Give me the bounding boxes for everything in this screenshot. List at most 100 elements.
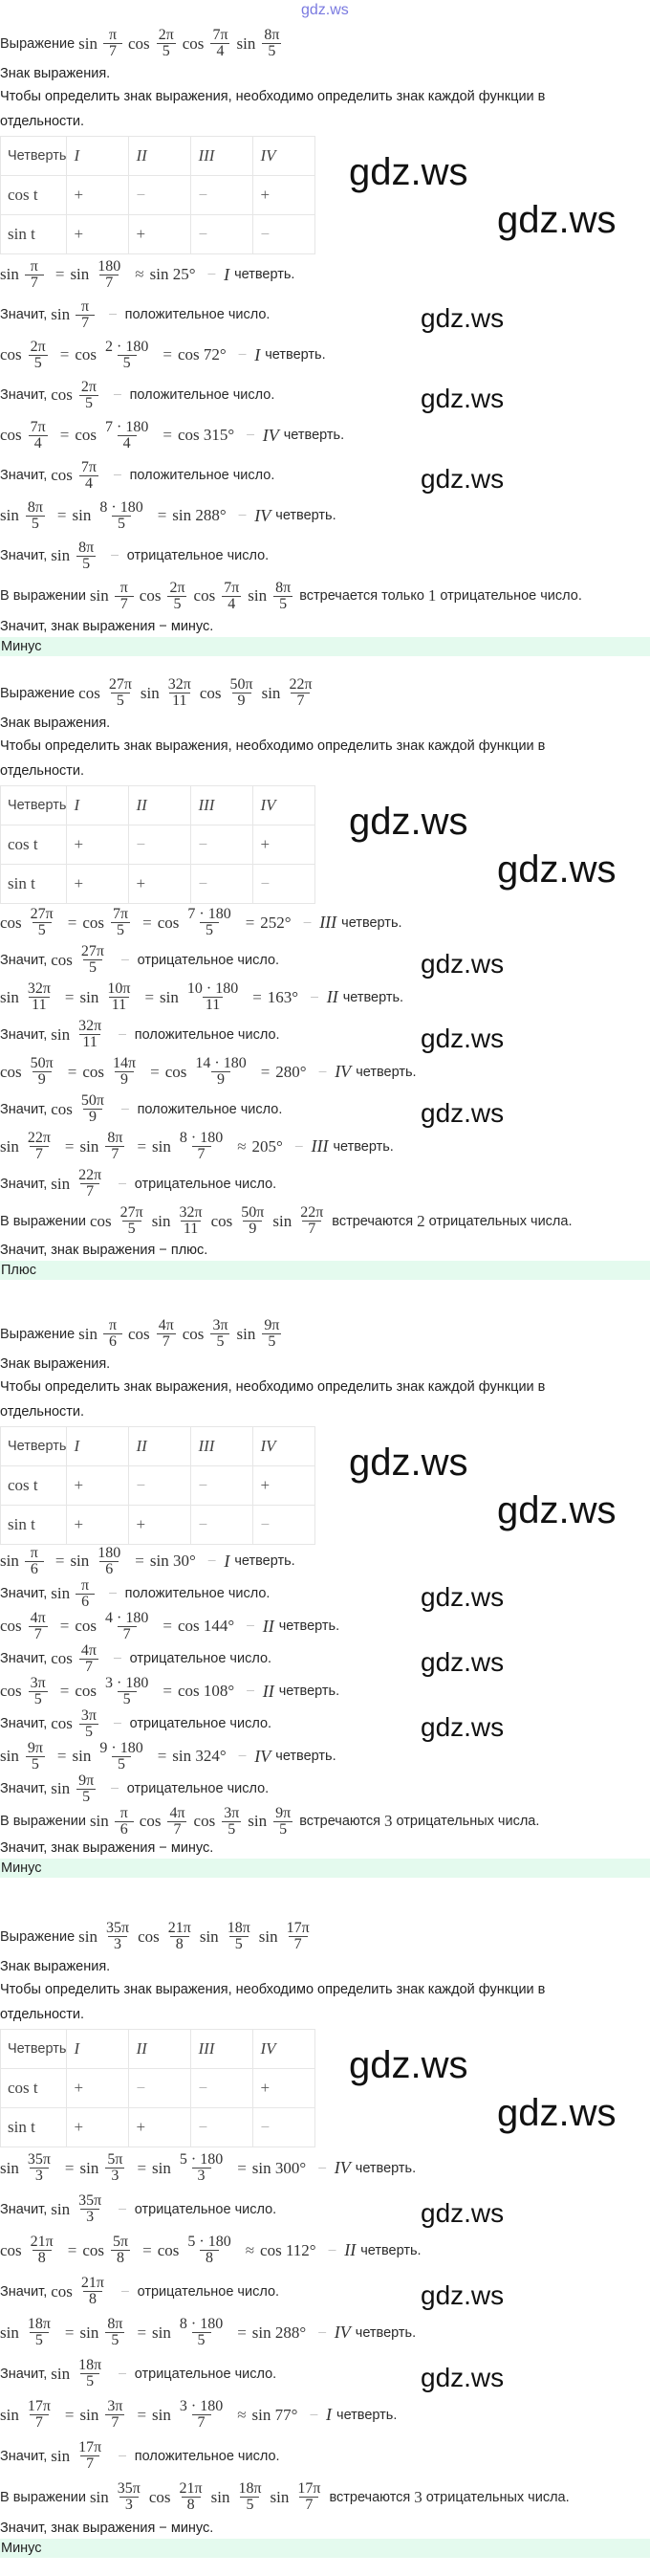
expression-header: Выражение sin 35π 3 cos 21π 8 sin 18π 5 sin 17π 7 — [0, 1917, 650, 1956]
answer-bar: Минус — [0, 1859, 650, 1878]
numerator: 9 · 180 — [99, 1739, 143, 1756]
denominator: 9 — [231, 693, 251, 709]
math-term: sin — [51, 1584, 71, 1602]
numerator: 7π — [30, 418, 46, 435]
sign-cell: − — [128, 1465, 192, 1506]
text: отрицательное число. — [129, 1651, 272, 1666]
denominator: 3 — [108, 1936, 128, 1952]
fraction: 27π 5 — [28, 907, 56, 938]
denominator: 5 — [228, 1936, 249, 1952]
denominator: 7 — [291, 693, 311, 709]
math-operator: = — [137, 2158, 147, 2177]
numerator: 18π — [78, 2357, 102, 2373]
numerator: 8π — [78, 539, 95, 556]
math-term: cos — [51, 950, 73, 969]
numerator: 21π — [179, 2480, 203, 2497]
function-name: cos t — [0, 175, 68, 215]
math-operator: = — [162, 426, 172, 444]
sign-cell: − — [128, 175, 192, 215]
column-header-quadrant: II — [128, 2029, 192, 2069]
sign-cell: − — [128, 2068, 192, 2108]
dash: − — [108, 1584, 118, 1602]
fraction: 5 · 180 8 — [184, 2235, 233, 2266]
dash: − — [246, 1682, 255, 1700]
math-operator: = — [64, 2158, 75, 2177]
numerator: π — [119, 579, 128, 596]
math-term: cos 108° — [177, 1682, 235, 1700]
numerator: 3 · 180 — [105, 1674, 149, 1691]
fraction: 3 · 180 7 — [177, 2399, 226, 2431]
numerator: 7π — [113, 906, 129, 922]
fraction: 32π 11 — [177, 1205, 206, 1237]
fraction: 2 · 180 5 — [102, 339, 151, 371]
fraction: 5 · 180 3 — [177, 2152, 226, 2184]
denominator: 5 — [262, 43, 282, 59]
math-term: cos — [75, 426, 98, 444]
numerator: 35π — [78, 2192, 102, 2209]
math-term: 205° — [251, 1136, 283, 1156]
math-term: cos — [210, 1211, 233, 1230]
quadrant-numeral: I — [224, 1551, 230, 1571]
numerator: 2π — [158, 27, 174, 43]
text: отрицательное число. — [440, 588, 582, 604]
quadrant-numeral: IV — [334, 2323, 351, 2342]
fraction: 17π 7 — [294, 2481, 323, 2513]
column-header-quadrant: IV — [252, 1426, 316, 1466]
text: положительное число. — [129, 468, 275, 483]
function-name: sin t — [0, 2107, 68, 2147]
quadrant-sign-table: Четверть I II III IV cos t + − − + sin t + + − − — [0, 1426, 316, 1545]
quadrant-numeral: IV — [335, 1062, 352, 1081]
math-term: cos — [75, 1682, 98, 1700]
quadrant-numeral: II — [262, 1616, 274, 1636]
denominator: 7 — [103, 43, 123, 59]
math-term: sin — [236, 1324, 256, 1343]
denominator: 7 — [167, 1820, 187, 1838]
math-term: cos — [0, 1062, 22, 1081]
fraction: 21π 8 — [177, 2481, 206, 2513]
denominator: 9 — [32, 1071, 52, 1088]
math-term: sin — [248, 586, 268, 605]
math-term: sin — [79, 2323, 99, 2342]
fraction: 22π 7 — [286, 677, 314, 709]
sign-cell: + — [66, 1465, 130, 1506]
answer-bar: Минус — [0, 2539, 650, 2558]
text: четверть. — [333, 1138, 394, 1155]
solution-step: Значит, sin 35π 3− отрицательное число. — [0, 2189, 650, 2230]
numerator: 32π — [179, 1204, 203, 1221]
denominator: 6 — [76, 1593, 96, 1610]
text: четверть. — [275, 1749, 336, 1764]
denominator: 7 — [29, 2414, 49, 2431]
fraction: 3π 7 — [104, 2399, 125, 2431]
dash: − — [206, 265, 217, 283]
fraction: 17π 7 — [284, 1921, 313, 1952]
denominator: 9 — [115, 1071, 135, 1088]
dash: − — [112, 1714, 122, 1732]
denominator: 7 — [80, 1183, 100, 1200]
numerator: 21π — [80, 2275, 104, 2291]
dash: − — [110, 546, 119, 564]
numerator: 50π — [229, 676, 253, 693]
math-term: sin — [51, 2364, 71, 2383]
column-header-quarter: Четверть — [0, 136, 68, 176]
quadrant-sign-table: Четверть I II III IV cos t + − − + sin t + + − − — [0, 785, 316, 904]
denominator: 5 — [76, 555, 97, 572]
numerator: 4π — [169, 1804, 185, 1821]
denominator: 5 — [112, 515, 132, 532]
fraction: 9π 5 — [25, 1740, 46, 1772]
sign-cell: + — [66, 825, 130, 865]
fraction: 2π 5 — [78, 379, 99, 411]
math-operator: ≈ — [237, 2405, 247, 2424]
math-term: cos — [78, 683, 100, 702]
text: четверть. — [355, 2324, 417, 2341]
table-row: sin t + + − − — [0, 864, 316, 904]
numerator: 22π — [300, 1204, 324, 1221]
math-operator: ≈ — [237, 1136, 247, 1156]
numerator: 22π — [78, 1167, 102, 1183]
numerator: 4π — [30, 1609, 46, 1626]
denominator: 8 — [169, 1936, 189, 1952]
fraction: 7 · 180 4 — [102, 419, 151, 451]
dash: − — [327, 2240, 337, 2259]
math-term: cos — [148, 2487, 171, 2506]
math-term: cos — [0, 2240, 22, 2259]
